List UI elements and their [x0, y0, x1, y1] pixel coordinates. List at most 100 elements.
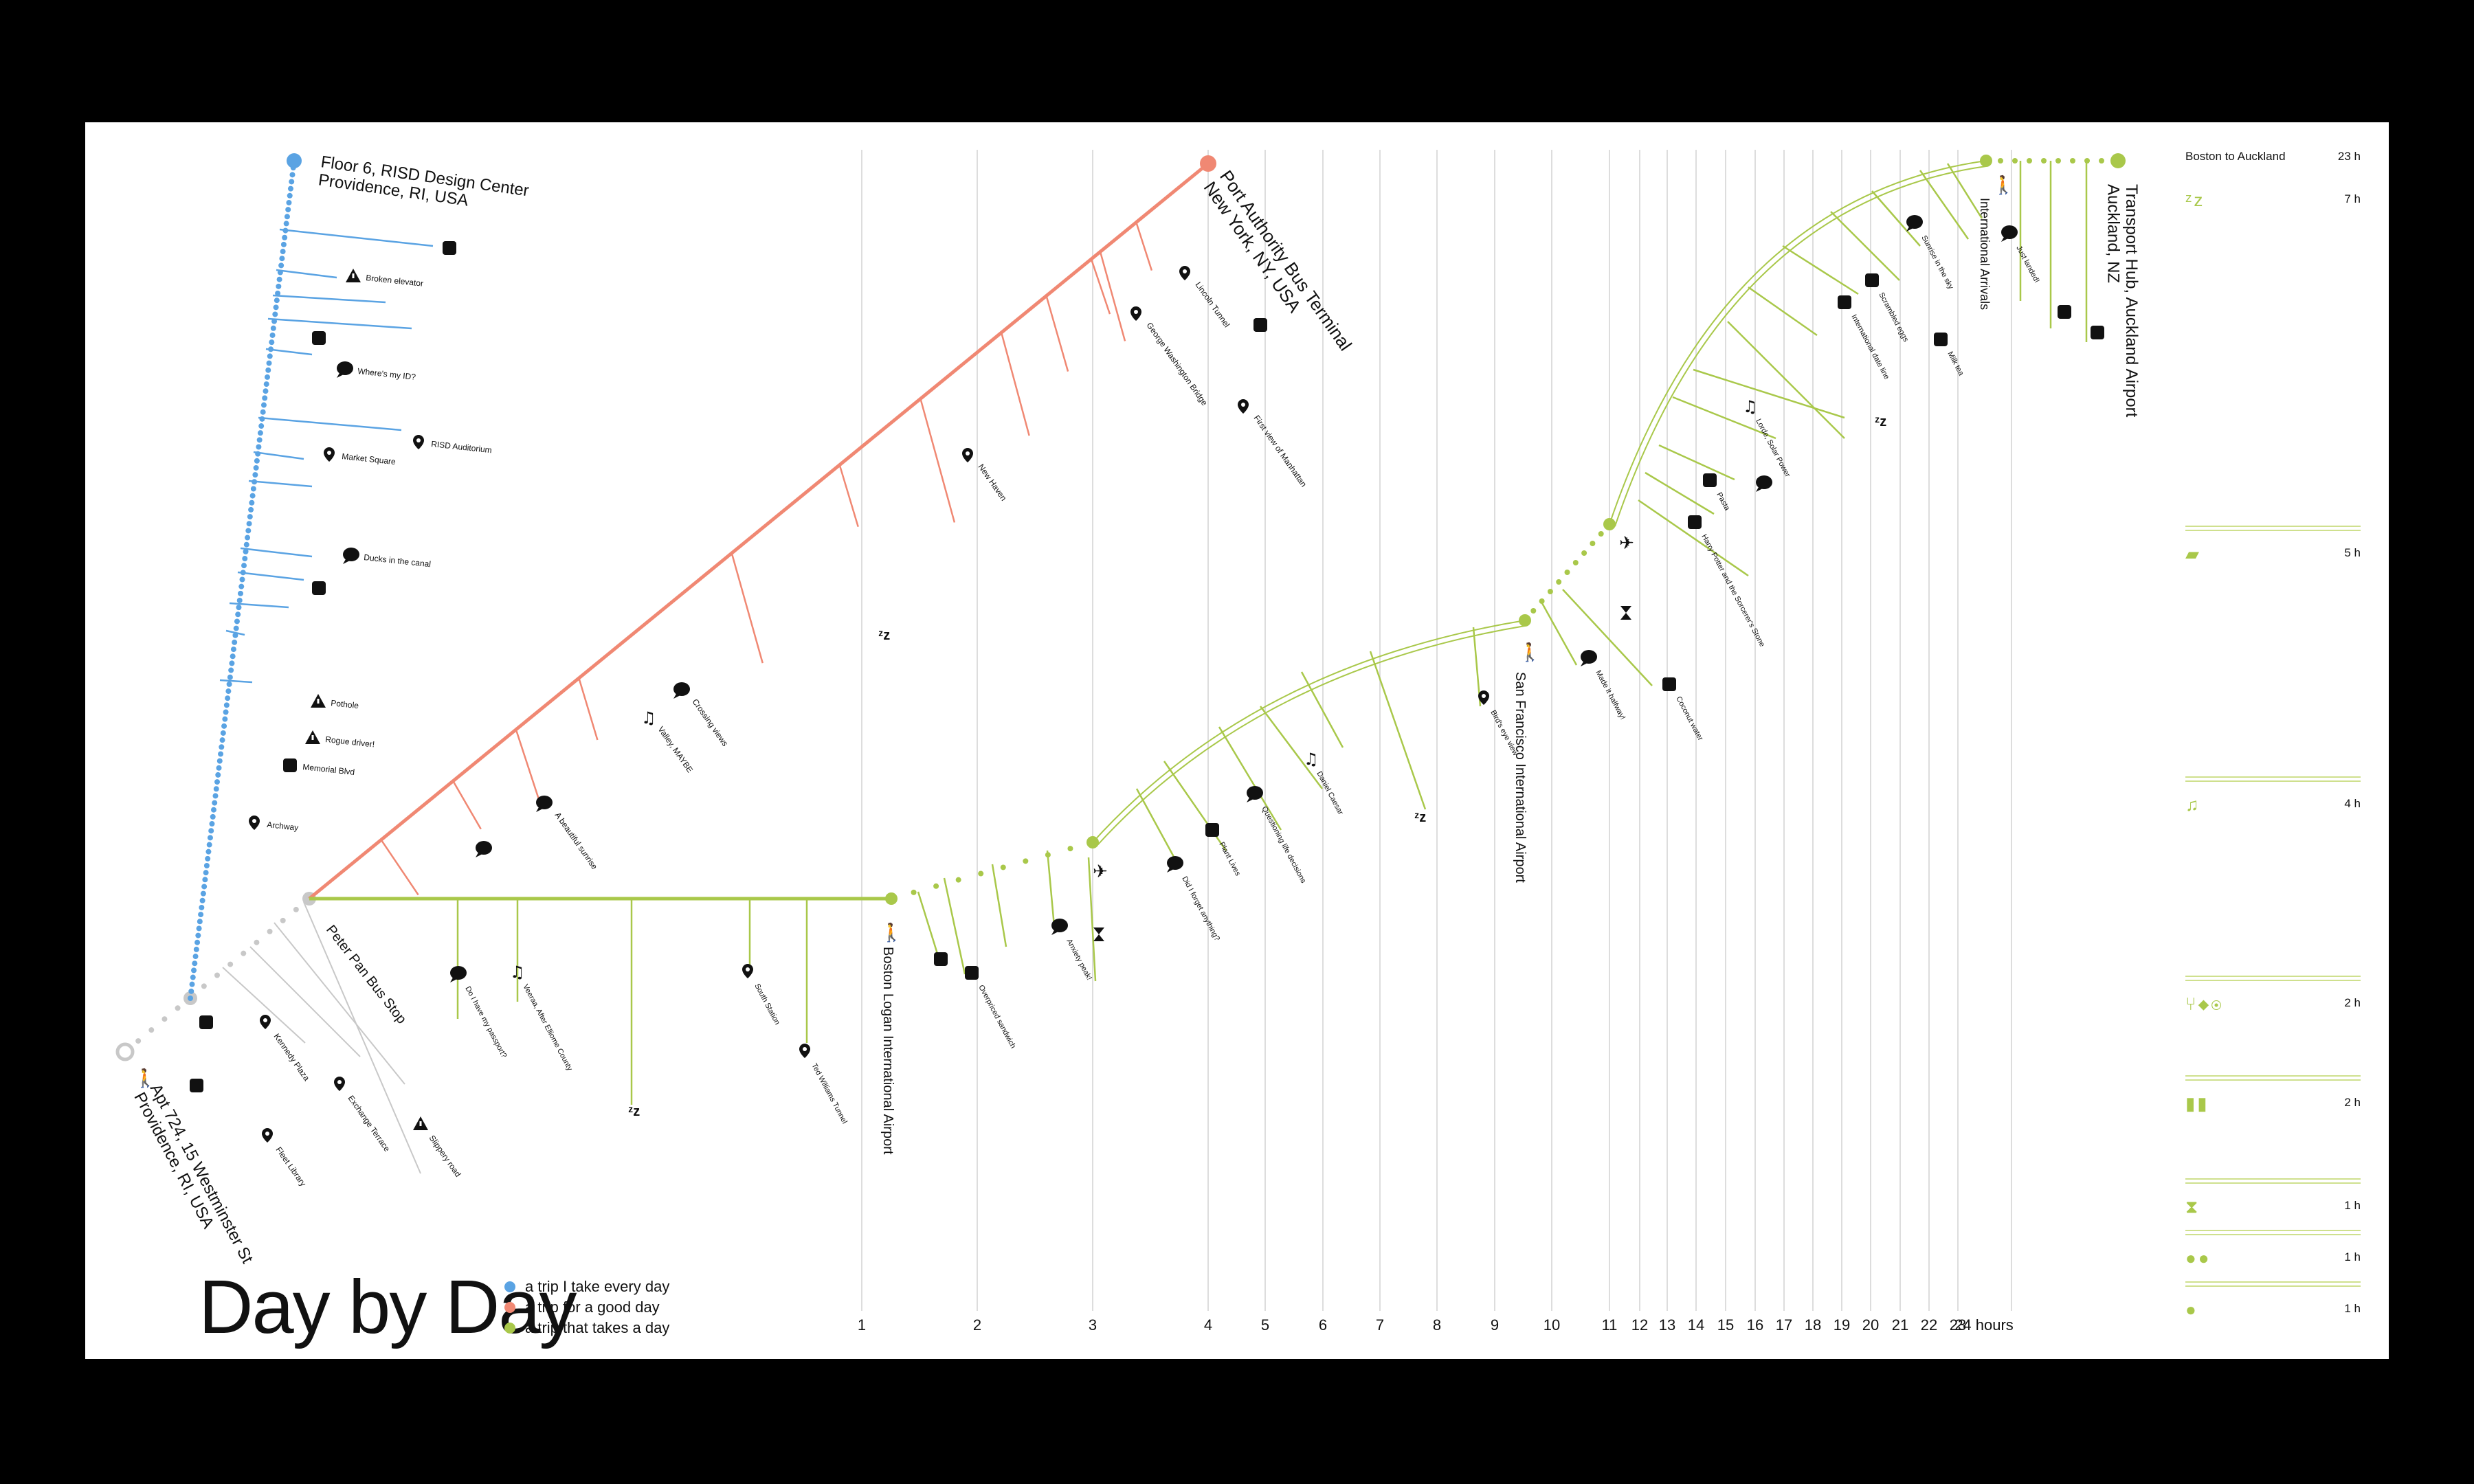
warning-mark: [317, 699, 320, 704]
green-route-dot: [1522, 618, 1528, 623]
green-event-label: Ted Williams Tunnel: [810, 1062, 849, 1125]
generic-icon-shape: [312, 331, 326, 345]
red-event-icon: [673, 682, 690, 699]
blue-route-dot: [188, 988, 194, 994]
gray-route-dot: [254, 939, 260, 945]
warning-mark: [311, 735, 314, 740]
blue-branch: [248, 480, 313, 488]
blue-route-dot: [191, 967, 197, 974]
hour-tick-label: 2: [973, 1316, 981, 1334]
blue-event-label: RISD Auditorium: [431, 439, 493, 455]
sidebar-title: Boston to Auckland: [2185, 150, 2286, 163]
pin-hole: [1183, 269, 1187, 273]
hour-tick-label: 24 hours: [1954, 1316, 2014, 1334]
sidebar-row-duration: 1 h: [2344, 1250, 2361, 1263]
blue-route-dot: [215, 772, 221, 778]
sidebar-row: ● 1 h: [2185, 1281, 2361, 1329]
movie-icon: ▰: [2185, 543, 2201, 564]
green-event-label: Pasta: [1715, 491, 1731, 513]
hour-tick-label: 12: [1631, 1316, 1648, 1334]
blue-route-dot: [206, 842, 212, 848]
smiley-icon: [1756, 475, 1772, 492]
blue-route-dot: [225, 688, 232, 695]
sleep-icon: ᶻz: [1414, 810, 1426, 825]
blue-route-dot: [287, 192, 293, 199]
green-event-icon: ♫: [1743, 397, 1758, 416]
hour-tick-label: 5: [1261, 1316, 1269, 1334]
sidebar-row: ●● 1 h: [2185, 1230, 2361, 1278]
pin-hole: [263, 1018, 267, 1022]
pin-hole: [337, 1080, 342, 1084]
green-branch: [1782, 245, 1859, 295]
green-route-dot: [1539, 598, 1545, 604]
hour-tick-label: 15: [1717, 1316, 1734, 1334]
bubble-tail: [1581, 662, 1587, 666]
blue-route-dot: [235, 611, 241, 618]
sidebar-total: 23 h: [2337, 150, 2361, 163]
green-branch: [1830, 211, 1900, 281]
blue-route-dot: [199, 897, 205, 903]
blue-branch: [225, 629, 245, 636]
gray-route-dot: [241, 950, 247, 956]
bubble-tail: [476, 853, 482, 857]
green-route-dot: [933, 883, 939, 889]
red-branch: [515, 729, 542, 806]
blue-route-dot: [245, 535, 251, 541]
blue-route-dot: [205, 848, 212, 855]
red-event-label: Crossing views: [691, 697, 731, 748]
green-route-dot: [1564, 570, 1570, 575]
logan-label: Boston Logan International Airport: [880, 947, 895, 1155]
hour-tick-label: 6: [1319, 1316, 1327, 1334]
green-event-label: Did I forget anything?: [1180, 875, 1221, 943]
blue-route-dot: [225, 695, 231, 701]
green-branch: [1541, 603, 1578, 666]
sleep-icon: ᶻz: [628, 1104, 640, 1119]
green-event-icon: [1051, 919, 1068, 935]
hour-tick-label: 18: [1805, 1316, 1821, 1334]
blue-route-dot: [284, 214, 290, 220]
blue-route-dot: [239, 576, 245, 583]
blue-event-label: Rogue driver!: [325, 734, 375, 749]
gray-event-label: Slippery road: [427, 1134, 463, 1179]
bubble-shape: [476, 841, 492, 855]
chat-icon: ●: [2185, 1299, 2198, 1320]
green-route-dot: [1590, 541, 1596, 546]
hour-tick-label: 13: [1659, 1316, 1675, 1334]
bubble-tail: [536, 807, 543, 812]
sidebar-row-duration: 7 h: [2344, 192, 2361, 205]
blue-route-dot: [242, 556, 248, 562]
legend-label: a trip I take every day: [525, 1278, 670, 1295]
blue-route-dot: [200, 890, 206, 897]
red-event-icon: [1130, 306, 1141, 321]
red-event-icon: [1179, 266, 1190, 280]
blue-branch: [279, 228, 434, 247]
green-event-label: Overpriced sandwich: [977, 984, 1017, 1050]
pin-hole: [1134, 310, 1138, 314]
blue-route-dot: [273, 304, 279, 311]
hour-tick-label: 23: [1950, 1316, 1966, 1334]
green-event-icon: [450, 966, 467, 982]
warning-mark: [419, 1121, 422, 1126]
red-branch: [380, 839, 419, 896]
gray-route-dot: [201, 983, 207, 989]
bubble-shape: [1051, 919, 1068, 932]
blue-route-dot: [188, 996, 193, 1001]
blue-route-dot: [256, 437, 263, 443]
generic-icon-shape: [934, 952, 948, 966]
green-route-dot: [2012, 158, 2018, 164]
blue-event-icon: [337, 361, 353, 378]
pin-hole: [252, 819, 256, 823]
blue-route-dot: [192, 960, 198, 967]
blue-route-dot: [213, 786, 219, 792]
blue-route-dot: [229, 660, 235, 666]
hour-tick-label: 16: [1747, 1316, 1763, 1334]
blue-route-dot: [223, 709, 229, 715]
blue-route-dot: [219, 744, 225, 750]
green-branch: [1645, 471, 1715, 515]
pin-hole: [327, 451, 331, 455]
red-route-line: [308, 162, 1210, 900]
bubble-shape: [1581, 650, 1597, 664]
nyc-label: Port Authority Bus TerminalNew York, NY,…: [1200, 166, 1357, 366]
hour-tick-label: 7: [1376, 1316, 1384, 1334]
hour-tick-label: 4: [1204, 1316, 1212, 1334]
